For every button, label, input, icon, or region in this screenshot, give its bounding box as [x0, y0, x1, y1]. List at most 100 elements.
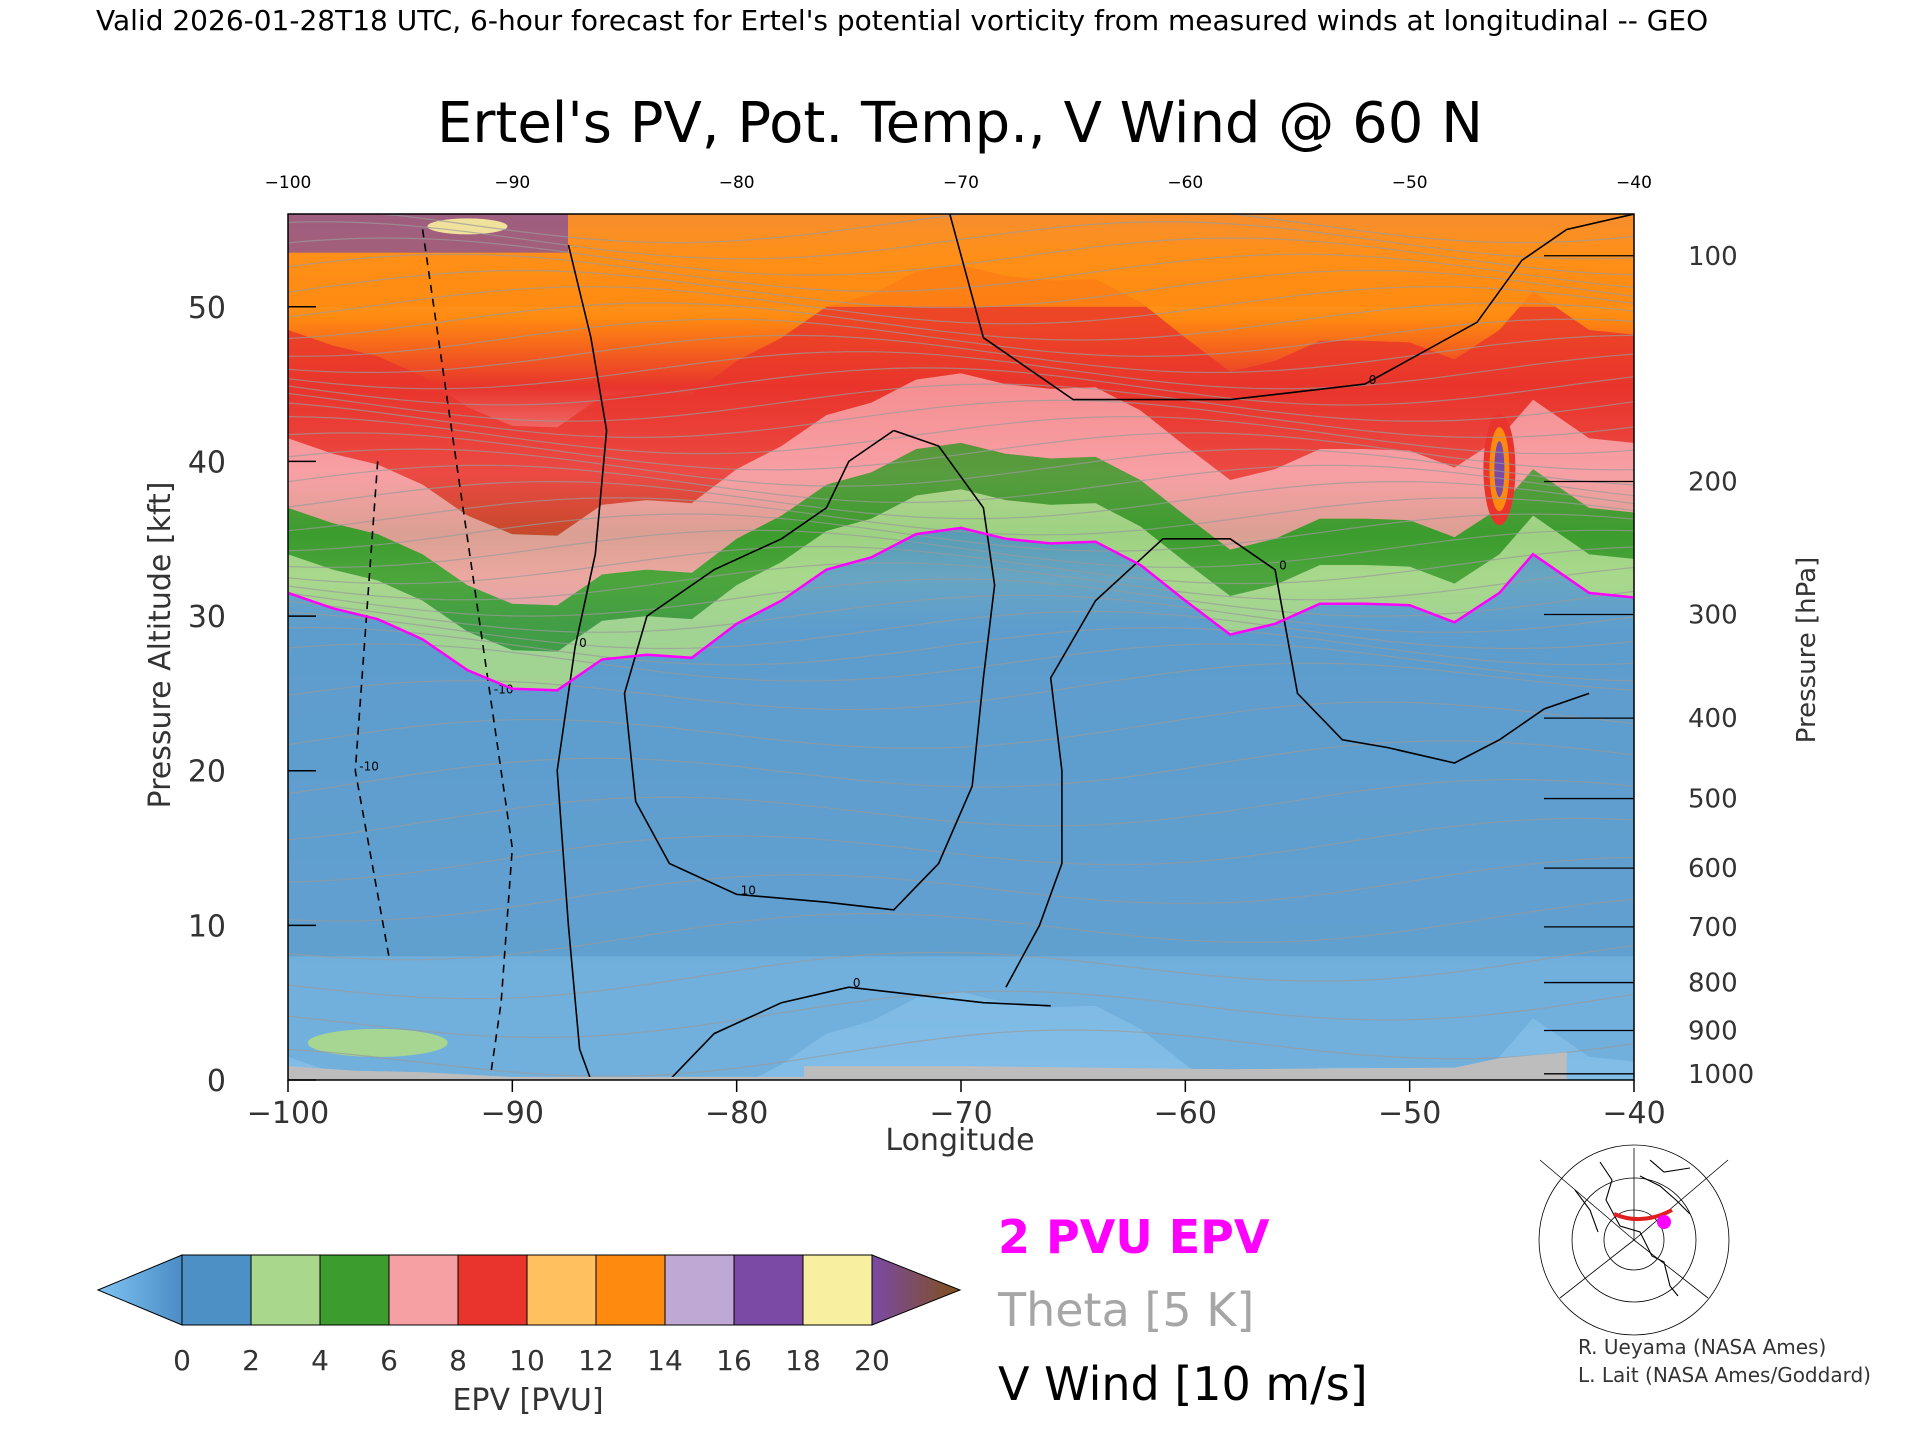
- theta-isentrope: [288, 610, 1634, 650]
- x-top-tick-label: −100: [265, 173, 312, 193]
- pv-band-green: [288, 442, 1634, 652]
- x-tick-label: −90: [481, 1096, 544, 1131]
- vwind-contour-label: -10: [359, 760, 379, 774]
- colorbar-tick-label: 0: [173, 1344, 191, 1377]
- colorbar-segment: [802, 1254, 873, 1326]
- pv-band-red: [288, 265, 1634, 536]
- y-tick-label: 30: [188, 600, 226, 635]
- colorbar-tick-label: 8: [449, 1344, 467, 1377]
- colorbar-segment: [319, 1254, 390, 1326]
- theta-isentrope: [288, 545, 1634, 585]
- theta-isentrope: [288, 464, 1634, 504]
- colorbar-segment: [664, 1254, 735, 1326]
- theta-isentrope: [288, 643, 1634, 682]
- colorbar-tick-label: 14: [647, 1344, 683, 1377]
- colorbar: 0 2 4 6 8 10 12 14 16 18 20 EPV [PVU]: [96, 1254, 962, 1418]
- theta-isentrope: [288, 318, 1634, 357]
- pv-band-light-green: [288, 489, 1634, 691]
- colorbar-segment: [595, 1254, 666, 1326]
- colorbar-tick-label: 6: [380, 1344, 398, 1377]
- colorbar-tick-label: 20: [854, 1344, 890, 1377]
- x-tick-label: −80: [705, 1096, 768, 1131]
- x-top-tick-label: −80: [719, 173, 755, 193]
- theta-isentrope: [288, 1029, 1634, 1077]
- colorbar-segment: [181, 1254, 252, 1326]
- legend-theta: Theta [5 K]: [997, 1283, 1254, 1337]
- pressure-tick-label: 1000: [1688, 1060, 1754, 1090]
- x-top-tick-label: −40: [1616, 173, 1652, 193]
- x-axis-bottom: −100 −90 −80 −70 −60 −50 −40: [247, 1080, 1666, 1131]
- theta-isentrope: [288, 432, 1634, 471]
- colorbar-segment: [526, 1254, 597, 1326]
- vwind-contour: [668, 986, 1051, 1080]
- vwind-contour: [421, 229, 514, 1080]
- theta-isentrope: [288, 594, 1634, 633]
- vwind-contour: [556, 244, 608, 1080]
- theta-isentrope: [288, 662, 1634, 711]
- colorbar-tick-label: 16: [716, 1344, 752, 1377]
- legend-2pvu: 2 PVU EPV: [998, 1210, 1270, 1264]
- theta-isentrope: [288, 302, 1634, 341]
- theta-isentrope: [288, 351, 1634, 390]
- theta-isentrope: [288, 480, 1634, 520]
- colorbar-segment: [250, 1254, 321, 1326]
- y-tick-label: 40: [188, 445, 226, 480]
- legend-vwind: V Wind [10 m/s]: [998, 1357, 1368, 1411]
- pv-overlay: [288, 214, 1634, 1080]
- theta-isentrope: [288, 269, 1634, 309]
- x-tick-label: −100: [247, 1096, 329, 1131]
- pressure-tick-label: 100: [1688, 242, 1738, 272]
- theta-isentrope: [288, 740, 1634, 795]
- colorbar-segments: [181, 1254, 873, 1326]
- colorbar-ticks: 0 2 4 6 8 10 12 14 16 18 20: [173, 1344, 890, 1377]
- x-top-tick-label: −60: [1167, 173, 1203, 193]
- credit-line-2: L. Lait (NASA Ames/Goddard): [1578, 1363, 1871, 1387]
- y-axis-left: 0 10 20 30 40 50: [188, 291, 316, 1099]
- x-top-tick-label: −50: [1392, 173, 1428, 193]
- locator-map: [1536, 1144, 1732, 1336]
- theta-isentrope: [288, 856, 1634, 922]
- plot-area: 0 0 10 0 0 -10 -10: [288, 214, 1634, 1080]
- x-tick-label: −60: [1154, 1096, 1217, 1131]
- vwind-contour: [354, 461, 390, 957]
- theta-isentrope: [288, 497, 1634, 536]
- pv-band-troposphere: [288, 527, 1634, 1080]
- valid-header: Valid 2026-01-28T18 UTC, 6-hour forecast…: [96, 4, 1708, 37]
- vwind-contour-label: 0: [1279, 559, 1287, 573]
- theta-isentrope: [288, 513, 1634, 552]
- theta-isentrope: [288, 253, 1634, 292]
- colorbar-tick-label: 18: [785, 1344, 821, 1377]
- theta-isentrope: [288, 448, 1634, 487]
- colorbar-under-triangle: [96, 1254, 183, 1326]
- x-top-tick-label: −90: [494, 173, 530, 193]
- pv-high-spot: [427, 218, 508, 235]
- theta-lines: [288, 214, 1634, 1077]
- theta-isentrope: [288, 237, 1634, 276]
- colorbar-tick-label: 4: [311, 1344, 329, 1377]
- theta-isentrope: [288, 778, 1634, 841]
- theta-isentrope: [288, 383, 1634, 422]
- x-top-tick-label: −70: [943, 173, 979, 193]
- vwind-contour: [623, 429, 996, 911]
- theta-isentrope: [288, 562, 1634, 601]
- x-axis-top: −100 −90 −80 −70 −60 −50 −40: [265, 173, 1652, 193]
- pressure-tick-label: 300: [1688, 601, 1738, 631]
- vwind-contour-label: 0: [853, 976, 861, 990]
- y-axis-right-label: Pressure [hPa]: [1792, 557, 1822, 744]
- theta-isentrope: [288, 578, 1634, 617]
- colorbar-segment: [457, 1254, 528, 1326]
- theta-isentrope: [288, 627, 1634, 666]
- pressure-tick-label: 900: [1688, 1017, 1738, 1047]
- y-tick-label: 20: [188, 755, 226, 790]
- theta-isentrope: [288, 701, 1634, 749]
- y-axis-left-label: Pressure Altitude [kft]: [143, 482, 178, 809]
- pressure-tick-label: 200: [1688, 468, 1738, 498]
- theta-isentrope: [288, 529, 1634, 569]
- colorbar-tick-label: 12: [578, 1344, 614, 1377]
- x-tick-label: −40: [1602, 1096, 1665, 1131]
- vwind-contour: [949, 214, 1634, 401]
- y-axis-right: 1000 900 800 700 600 500 400 300 200 100: [1544, 242, 1754, 1090]
- colorbar-tick-label: 10: [509, 1344, 545, 1377]
- chart-title: Ertel's PV, Pot. Temp., V Wind @ 60 N: [437, 91, 1483, 156]
